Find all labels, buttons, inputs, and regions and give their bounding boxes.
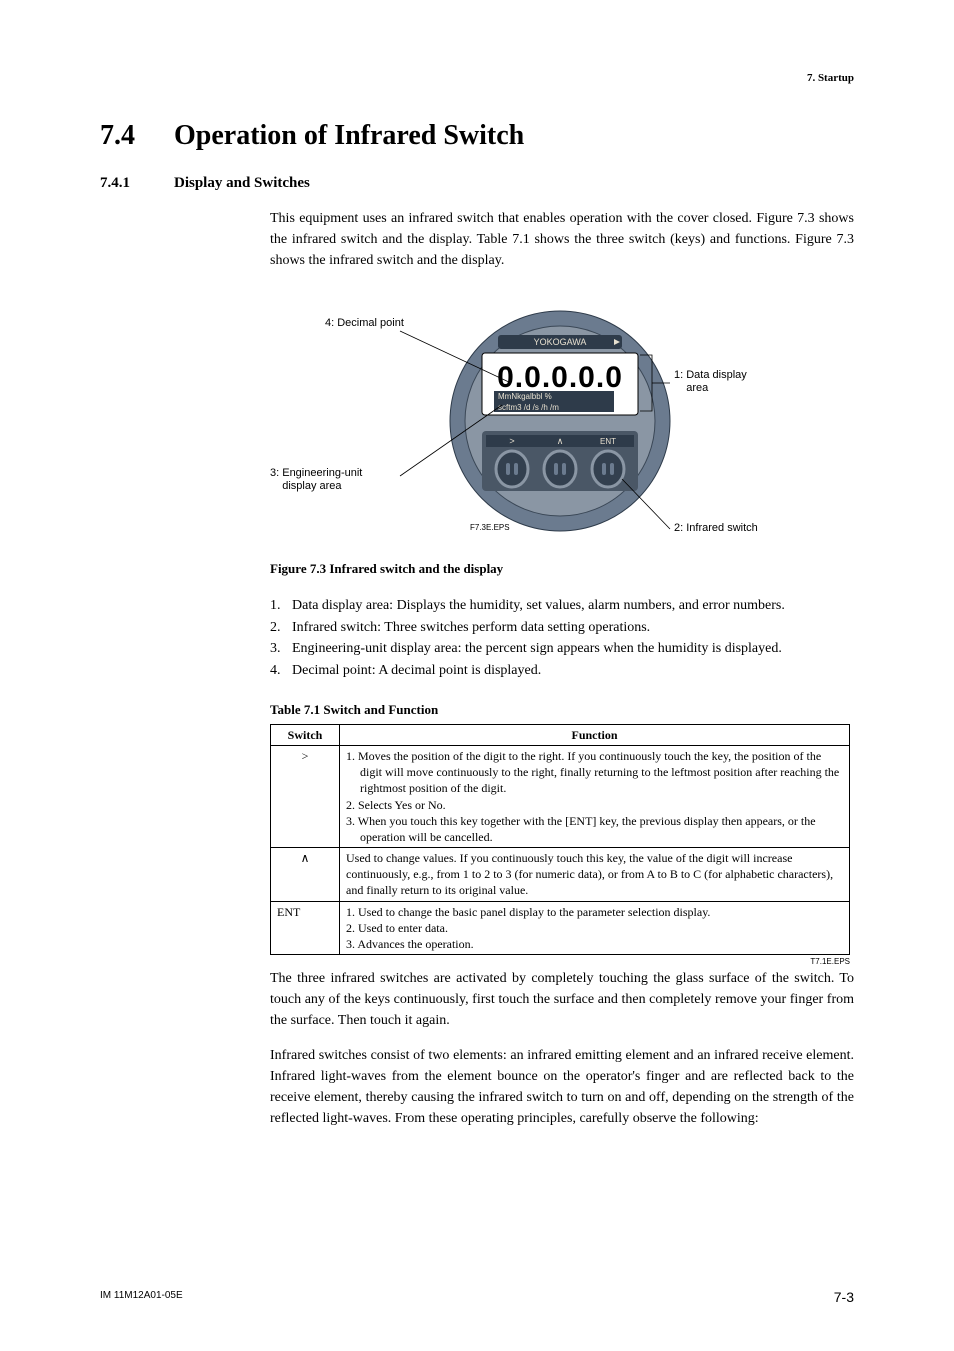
table-caption: Table 7.1 Switch and Function [270, 702, 854, 718]
table-switch-cell: > [271, 745, 340, 847]
key3-label: ENT [600, 437, 616, 446]
list-num: 3. [270, 638, 292, 660]
table-switch-cell: ∧ [271, 848, 340, 902]
key2-label: ∧ [557, 436, 564, 446]
list-item: 1.Data display area: Displays the humidi… [270, 595, 854, 617]
section-title: Operation of Infrared Switch [174, 120, 524, 152]
list-num: 4. [270, 660, 292, 682]
callout-label-decimal: 4: Decimal point [325, 317, 404, 330]
list-item: 2.Infrared switch: Three switches perfor… [270, 617, 854, 639]
paragraph-2: Infrared switches consist of two element… [270, 1045, 854, 1129]
figure-7-3: YOKOGAWA 0.0.0.0.0 MmNkgalbbl % scftm3 /… [270, 291, 830, 551]
section-number: 7.4 [100, 120, 170, 152]
table-function-cell: 1. Used to change the basic panel displa… [340, 901, 850, 955]
list-num: 2. [270, 617, 292, 639]
callout-label-data: 1: Data display area [674, 369, 747, 395]
key2-sensor-l [554, 463, 558, 475]
table-line: Used to change values. If you continuous… [346, 850, 843, 899]
table-line: 3. Advances the operation. [346, 936, 843, 952]
list-num: 1. [270, 595, 292, 617]
table-line: 2. Selects Yes or No. [346, 797, 843, 813]
unit-text-bottom: scftm3 /d /s /h /m [498, 403, 559, 412]
switch-function-table: Switch Function > 1. Moves the position … [270, 724, 850, 955]
callout-label-data-text: 1: Data display area [674, 369, 747, 394]
section-heading-row: 7.4 Operation of Infrared Switch [100, 120, 854, 152]
table-header-switch: Switch [271, 724, 340, 745]
numbered-list: 1.Data display area: Displays the humidi… [270, 595, 854, 682]
table-header-row: Switch Function [271, 724, 850, 745]
figure-eps-label: F7.3E.EPS [470, 523, 510, 533]
table-line: 2. Used to enter data. [346, 920, 843, 936]
key-2 [544, 451, 576, 487]
key-3 [592, 451, 624, 487]
key-1 [496, 451, 528, 487]
callout-label-engunit: 3: Engineering-unit display area [270, 467, 400, 493]
table-header-function: Function [340, 724, 850, 745]
table-row: ENT 1. Used to change the basic panel di… [271, 901, 850, 955]
paragraph-1: The three infrared switches are activate… [270, 968, 854, 1031]
callout-label-engunit-text: 3: Engineering-unit display area [270, 467, 362, 492]
callout-label-decimal-text: 4: Decimal point [325, 317, 404, 329]
brand-text: YOKOGAWA [534, 337, 587, 347]
footer-doc-id: IM 11M12A01-05E [100, 1290, 183, 1301]
table-line: 1. Moves the position of the digit to th… [346, 748, 843, 797]
subsection-heading-row: 7.4.1 Display and Switches [100, 174, 854, 192]
list-text: Engineering-unit display area: the perce… [292, 638, 854, 660]
table-line: 1. Used to change the basic panel displa… [346, 904, 843, 920]
running-header: 7. Startup [807, 72, 854, 84]
list-text: Data display area: Displays the humidity… [292, 595, 854, 617]
table-function-cell: Used to change values. If you continuous… [340, 848, 850, 902]
table-footnote: T7.1E.EPS [270, 957, 850, 966]
list-text: Decimal point: A decimal point is displa… [292, 660, 854, 682]
list-item: 3.Engineering-unit display area: the per… [270, 638, 854, 660]
figure-caption: Figure 7.3 Infrared switch and the displ… [270, 561, 854, 577]
table-function-cell: 1. Moves the position of the digit to th… [340, 745, 850, 847]
subsection-number: 7.4.1 [100, 175, 170, 192]
unit-text-top: MmNkgalbbl % [498, 392, 552, 401]
intro-paragraph: This equipment uses an infrared switch t… [270, 208, 854, 271]
key2-sensor-r [562, 463, 566, 475]
key3-sensor-l [602, 463, 606, 475]
subsection-title: Display and Switches [174, 175, 310, 192]
table-switch-cell: ENT [271, 901, 340, 955]
table-row: ∧ Used to change values. If you continuo… [271, 848, 850, 902]
key1-label: > [509, 436, 514, 446]
key1-sensor-r [514, 463, 518, 475]
key1-sensor-l [506, 463, 510, 475]
page: 7. Startup 7.4 Operation of Infrared Swi… [0, 0, 954, 1351]
table-line: 3. When you touch this key together with… [346, 813, 843, 845]
table-row: > 1. Moves the position of the digit to … [271, 745, 850, 847]
list-text: Infrared switch: Three switches perform … [292, 617, 854, 639]
callout-label-infrared: 2: Infrared switch [674, 522, 758, 535]
footer-page-num: 7-3 [834, 1289, 854, 1305]
list-item: 4.Decimal point: A decimal point is disp… [270, 660, 854, 682]
key3-sensor-r [610, 463, 614, 475]
lcd-digits: 0.0.0.0.0 [497, 361, 623, 394]
